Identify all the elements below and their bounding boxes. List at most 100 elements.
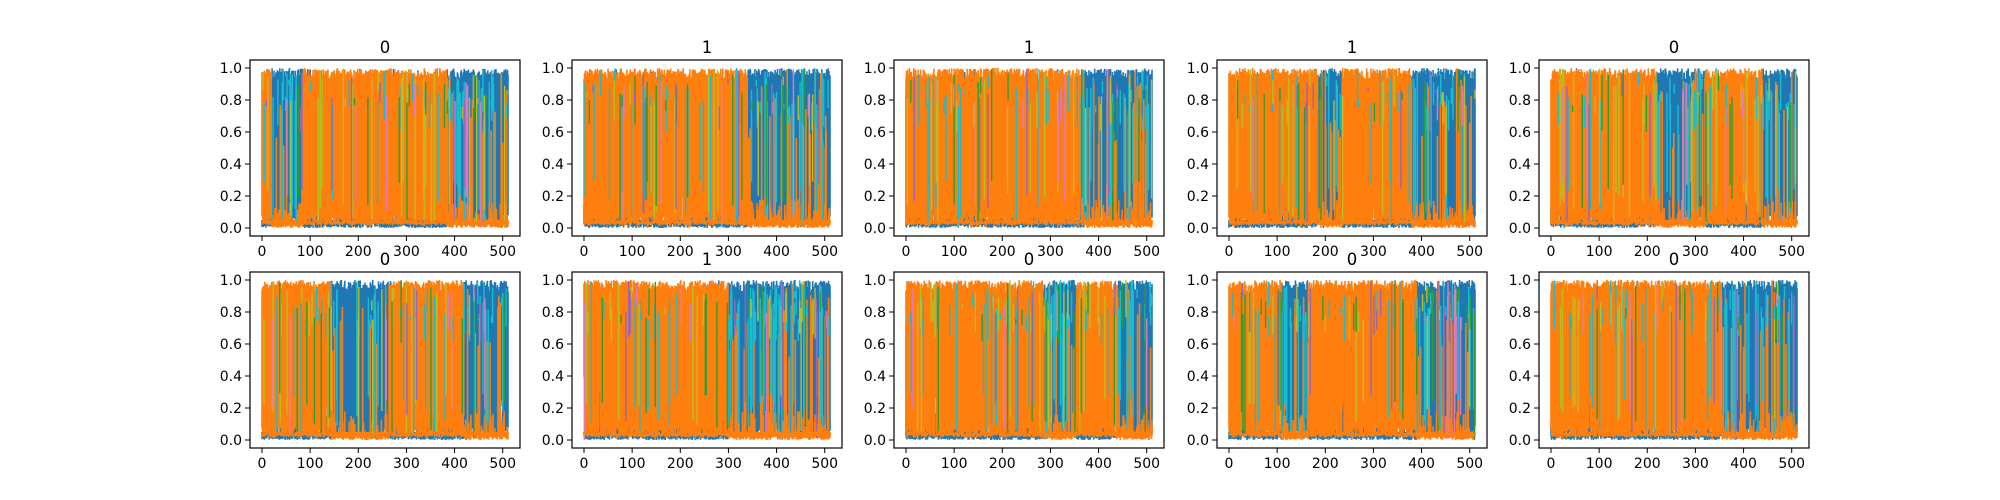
subplot-2: 1 0 100 200 300 400 500 0.0 0.2 0.4 0.6 0.8 1.0 [864, 38, 1165, 260]
subplot-title: 0 [1669, 38, 1680, 57]
x-tick-label: 100 [297, 244, 324, 260]
x-tick-label: 400 [1085, 456, 1112, 472]
subplot-7: 0 0 100 200 300 400 500 0.0 0.2 0.4 0.6 0.8 1.0 [864, 250, 1165, 472]
y-tick-label: 0.2 [1187, 189, 1209, 205]
y-tick-label: 0.2 [542, 401, 564, 417]
subplot-title: 1 [702, 38, 713, 57]
series-pink [935, 69, 1108, 223]
y-tick-label: 0.6 [1187, 337, 1209, 353]
y-tick-label: 0.8 [1509, 93, 1531, 109]
x-tick-label: 400 [1730, 456, 1757, 472]
y-tick-label: 0.4 [1509, 157, 1531, 173]
series-baseline [1550, 429, 1798, 440]
x-tick-label: 300 [715, 456, 742, 472]
axes-frame [1216, 59, 1488, 237]
y-tick-label: 0.4 [542, 369, 564, 385]
series-cyan [1557, 68, 1795, 228]
series-baseline [261, 429, 509, 440]
x-tick-label: 0 [902, 244, 911, 260]
y-tick-label: 0.6 [220, 125, 242, 141]
y-tick-label: 1.0 [220, 61, 242, 77]
x-tick-label: 0 [1547, 244, 1556, 260]
series-baseline [905, 217, 1153, 228]
y-tick-label: 0.2 [542, 189, 564, 205]
series-pink [271, 284, 486, 436]
plot-area [261, 280, 509, 440]
plot-area [583, 68, 831, 228]
series-baseline [1228, 217, 1476, 228]
series-purple [625, 280, 827, 438]
y-tick-label: 0.0 [864, 433, 886, 449]
x-tick-label: 500 [1456, 456, 1483, 472]
y-tick-label: 0.4 [220, 369, 242, 385]
x-tick-label: 500 [1778, 456, 1805, 472]
series-baseline [583, 217, 831, 228]
subplot-1: 1 0 100 200 300 400 500 0.0 0.2 0.4 0.6 0.8 1.0 [542, 38, 843, 260]
x-tick-label: 500 [1778, 244, 1805, 260]
x-tick-label: 300 [1037, 456, 1064, 472]
y-tick-label: 0.0 [1509, 221, 1531, 237]
x-tick-label: 200 [1312, 456, 1339, 472]
series-pink [286, 75, 482, 228]
y-tick-label: 0.4 [220, 157, 242, 173]
y-tick-label: 0.0 [220, 221, 242, 237]
plot-area [583, 280, 831, 440]
y-tick-label: 0.2 [1187, 401, 1209, 417]
y-tick-label: 0.0 [1187, 433, 1209, 449]
y-tick-label: 0.6 [1187, 125, 1209, 141]
x-tick-label: 100 [1586, 456, 1613, 472]
series-olive [262, 68, 506, 228]
series-olive [916, 280, 1127, 440]
y-tick-label: 0.8 [864, 305, 886, 321]
x-tick-label: 0 [258, 244, 267, 260]
series-pink [1582, 280, 1778, 427]
y-tick-label: 1.0 [864, 273, 886, 289]
subplot-title: 1 [1347, 38, 1358, 57]
y-tick-label: 0.4 [864, 369, 886, 385]
subplot-9: 0 0 100 200 300 400 500 0.0 0.2 0.4 0.6 0.8 1.0 [1509, 250, 1810, 472]
axes-frame [1216, 271, 1488, 449]
y-tick-label: 0.2 [864, 401, 886, 417]
series-green [297, 72, 487, 223]
subplot-4: 0 0 100 200 300 400 500 0.0 0.2 0.4 0.6 0.8 1.0 [1509, 38, 1810, 260]
y-tick-label: 1.0 [1509, 273, 1531, 289]
axes-frame [249, 271, 521, 449]
axes-frame [571, 59, 843, 237]
x-tick-label: 200 [1312, 244, 1339, 260]
axes-frame [893, 271, 1165, 449]
y-tick-label: 1.0 [1187, 61, 1209, 77]
subplot-title: 1 [1024, 38, 1035, 57]
plot-area [261, 68, 509, 228]
y-tick-label: 0.8 [1509, 305, 1531, 321]
y-tick-label: 0.6 [864, 337, 886, 353]
y-tick-label: 1.0 [1509, 61, 1531, 77]
series-pink [1252, 85, 1464, 202]
x-tick-label: 400 [763, 244, 790, 260]
x-tick-label: 300 [1360, 244, 1387, 260]
x-tick-label: 400 [1408, 456, 1435, 472]
y-tick-label: 0.4 [864, 157, 886, 173]
y-tick-label: 1.0 [1187, 273, 1209, 289]
series-baseline [1550, 217, 1798, 228]
y-tick-label: 0.6 [864, 125, 886, 141]
x-tick-label: 400 [441, 244, 468, 260]
subplot-0: 0 0 100 200 300 400 500 0.0 0.2 0.4 0.6 0.8 1.0 [220, 38, 521, 260]
y-tick-label: 0.0 [542, 221, 564, 237]
y-tick-label: 0.2 [864, 189, 886, 205]
subplot-title: 0 [380, 38, 391, 57]
x-tick-label: 0 [1547, 456, 1556, 472]
y-tick-label: 0.0 [864, 221, 886, 237]
x-tick-label: 300 [1682, 244, 1709, 260]
x-tick-label: 100 [297, 456, 324, 472]
x-tick-label: 200 [1634, 244, 1661, 260]
x-tick-label: 300 [715, 244, 742, 260]
y-tick-label: 0.4 [1509, 369, 1531, 385]
y-tick-label: 1.0 [864, 61, 886, 77]
y-tick-label: 0.4 [1187, 369, 1209, 385]
series-purple [1241, 280, 1451, 437]
x-tick-label: 400 [1085, 244, 1112, 260]
axes-frame [893, 59, 1165, 237]
series-pink [583, 284, 828, 439]
y-tick-label: 0.8 [220, 93, 242, 109]
y-tick-label: 0.4 [542, 157, 564, 173]
